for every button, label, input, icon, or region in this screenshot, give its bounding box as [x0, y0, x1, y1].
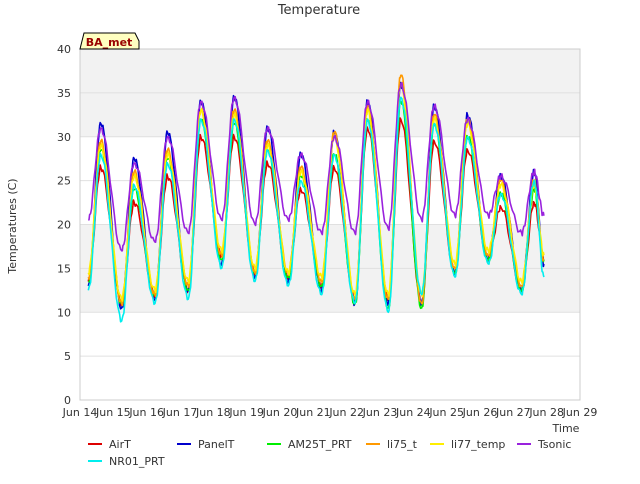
legend: AirT PanelT AM25T_PRT li75_t li77_temp Tsonic…: [88, 438, 571, 468]
x-tick-label-1: Jun 15: [95, 406, 131, 419]
y-tick-label-20: 20: [57, 219, 71, 232]
legend-label-tsonic: Tsonic: [537, 438, 571, 451]
y-tick-label-30: 30: [57, 131, 71, 144]
y-tick-label-25: 25: [57, 175, 71, 188]
x-tick-label-7: Jun 21: [295, 406, 331, 419]
site-badge-label: BA_met: [86, 36, 133, 49]
y-tick-label-15: 15: [57, 262, 71, 275]
y-axis-ticks: 0 5 10 15 20 25 30 35 40: [57, 43, 71, 407]
x-tick-label-11: Jun 25: [428, 406, 464, 419]
x-tick-label-5: Jun 19: [228, 406, 264, 419]
y-tick-label-0: 0: [64, 394, 71, 407]
x-tick-label-2: Jun 16: [128, 406, 164, 419]
y-tick-label-10: 10: [57, 306, 71, 319]
series-layer: [87, 74, 545, 323]
y-tick-label-5: 5: [64, 350, 71, 363]
x-tick-label-0: Jun 14: [62, 406, 98, 419]
legend-label-am25t-prt: AM25T_PRT: [288, 438, 352, 451]
series-line-tsonic: [87, 81, 545, 252]
series-line-nr01-prt: [87, 96, 545, 323]
site-badge: BA_met: [79, 32, 140, 50]
y-tick-label-35: 35: [57, 87, 71, 100]
legend-label-panelt: PanelT: [198, 438, 235, 451]
chart-title: Temperature: [277, 3, 360, 18]
site-badge-box: [79, 32, 140, 50]
y-tick-label-40: 40: [57, 43, 71, 56]
legend-label-airt: AirT: [109, 438, 131, 451]
plot-frame: [79, 48, 581, 401]
x-tick-label-10: Jun 24: [395, 406, 431, 419]
legend-label-li75-t: li75_t: [387, 438, 418, 451]
x-tick-label-3: Jun 17: [162, 406, 198, 419]
x-tick-label-9: Jun 23: [362, 406, 398, 419]
legend-label-li77-temp: li77_temp: [451, 438, 505, 451]
x-tick-label-4: Jun 18: [195, 406, 231, 419]
y-axis-label: Temperatures (C): [6, 178, 19, 274]
x-tick-label-14: Jun 28: [528, 406, 564, 419]
x-tick-label-6: Jun 20: [262, 406, 298, 419]
legend-label-nr01-prt: NR01_PRT: [109, 455, 165, 468]
x-tick-label-8: Jun 22: [328, 406, 364, 419]
x-axis-label: Time: [552, 422, 580, 435]
x-tick-label-15: Jun 29: [562, 406, 598, 419]
x-tick-label-12: Jun 26: [462, 406, 498, 419]
x-tick-label-13: Jun 27: [495, 406, 531, 419]
